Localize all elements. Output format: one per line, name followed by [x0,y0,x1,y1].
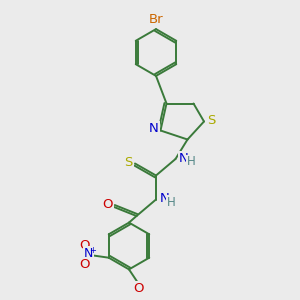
Text: +: + [89,246,96,255]
Text: N: N [84,247,93,260]
Text: O: O [133,282,144,295]
Text: H: H [167,196,176,209]
Text: S: S [207,113,216,127]
Text: H: H [187,155,196,169]
Text: O: O [80,258,90,271]
Text: N: N [160,192,169,206]
Text: O: O [79,238,89,252]
Text: Br: Br [149,13,163,26]
Text: N: N [149,122,159,136]
Text: N: N [179,152,189,165]
Text: O: O [103,197,113,211]
Text: S: S [124,155,133,169]
